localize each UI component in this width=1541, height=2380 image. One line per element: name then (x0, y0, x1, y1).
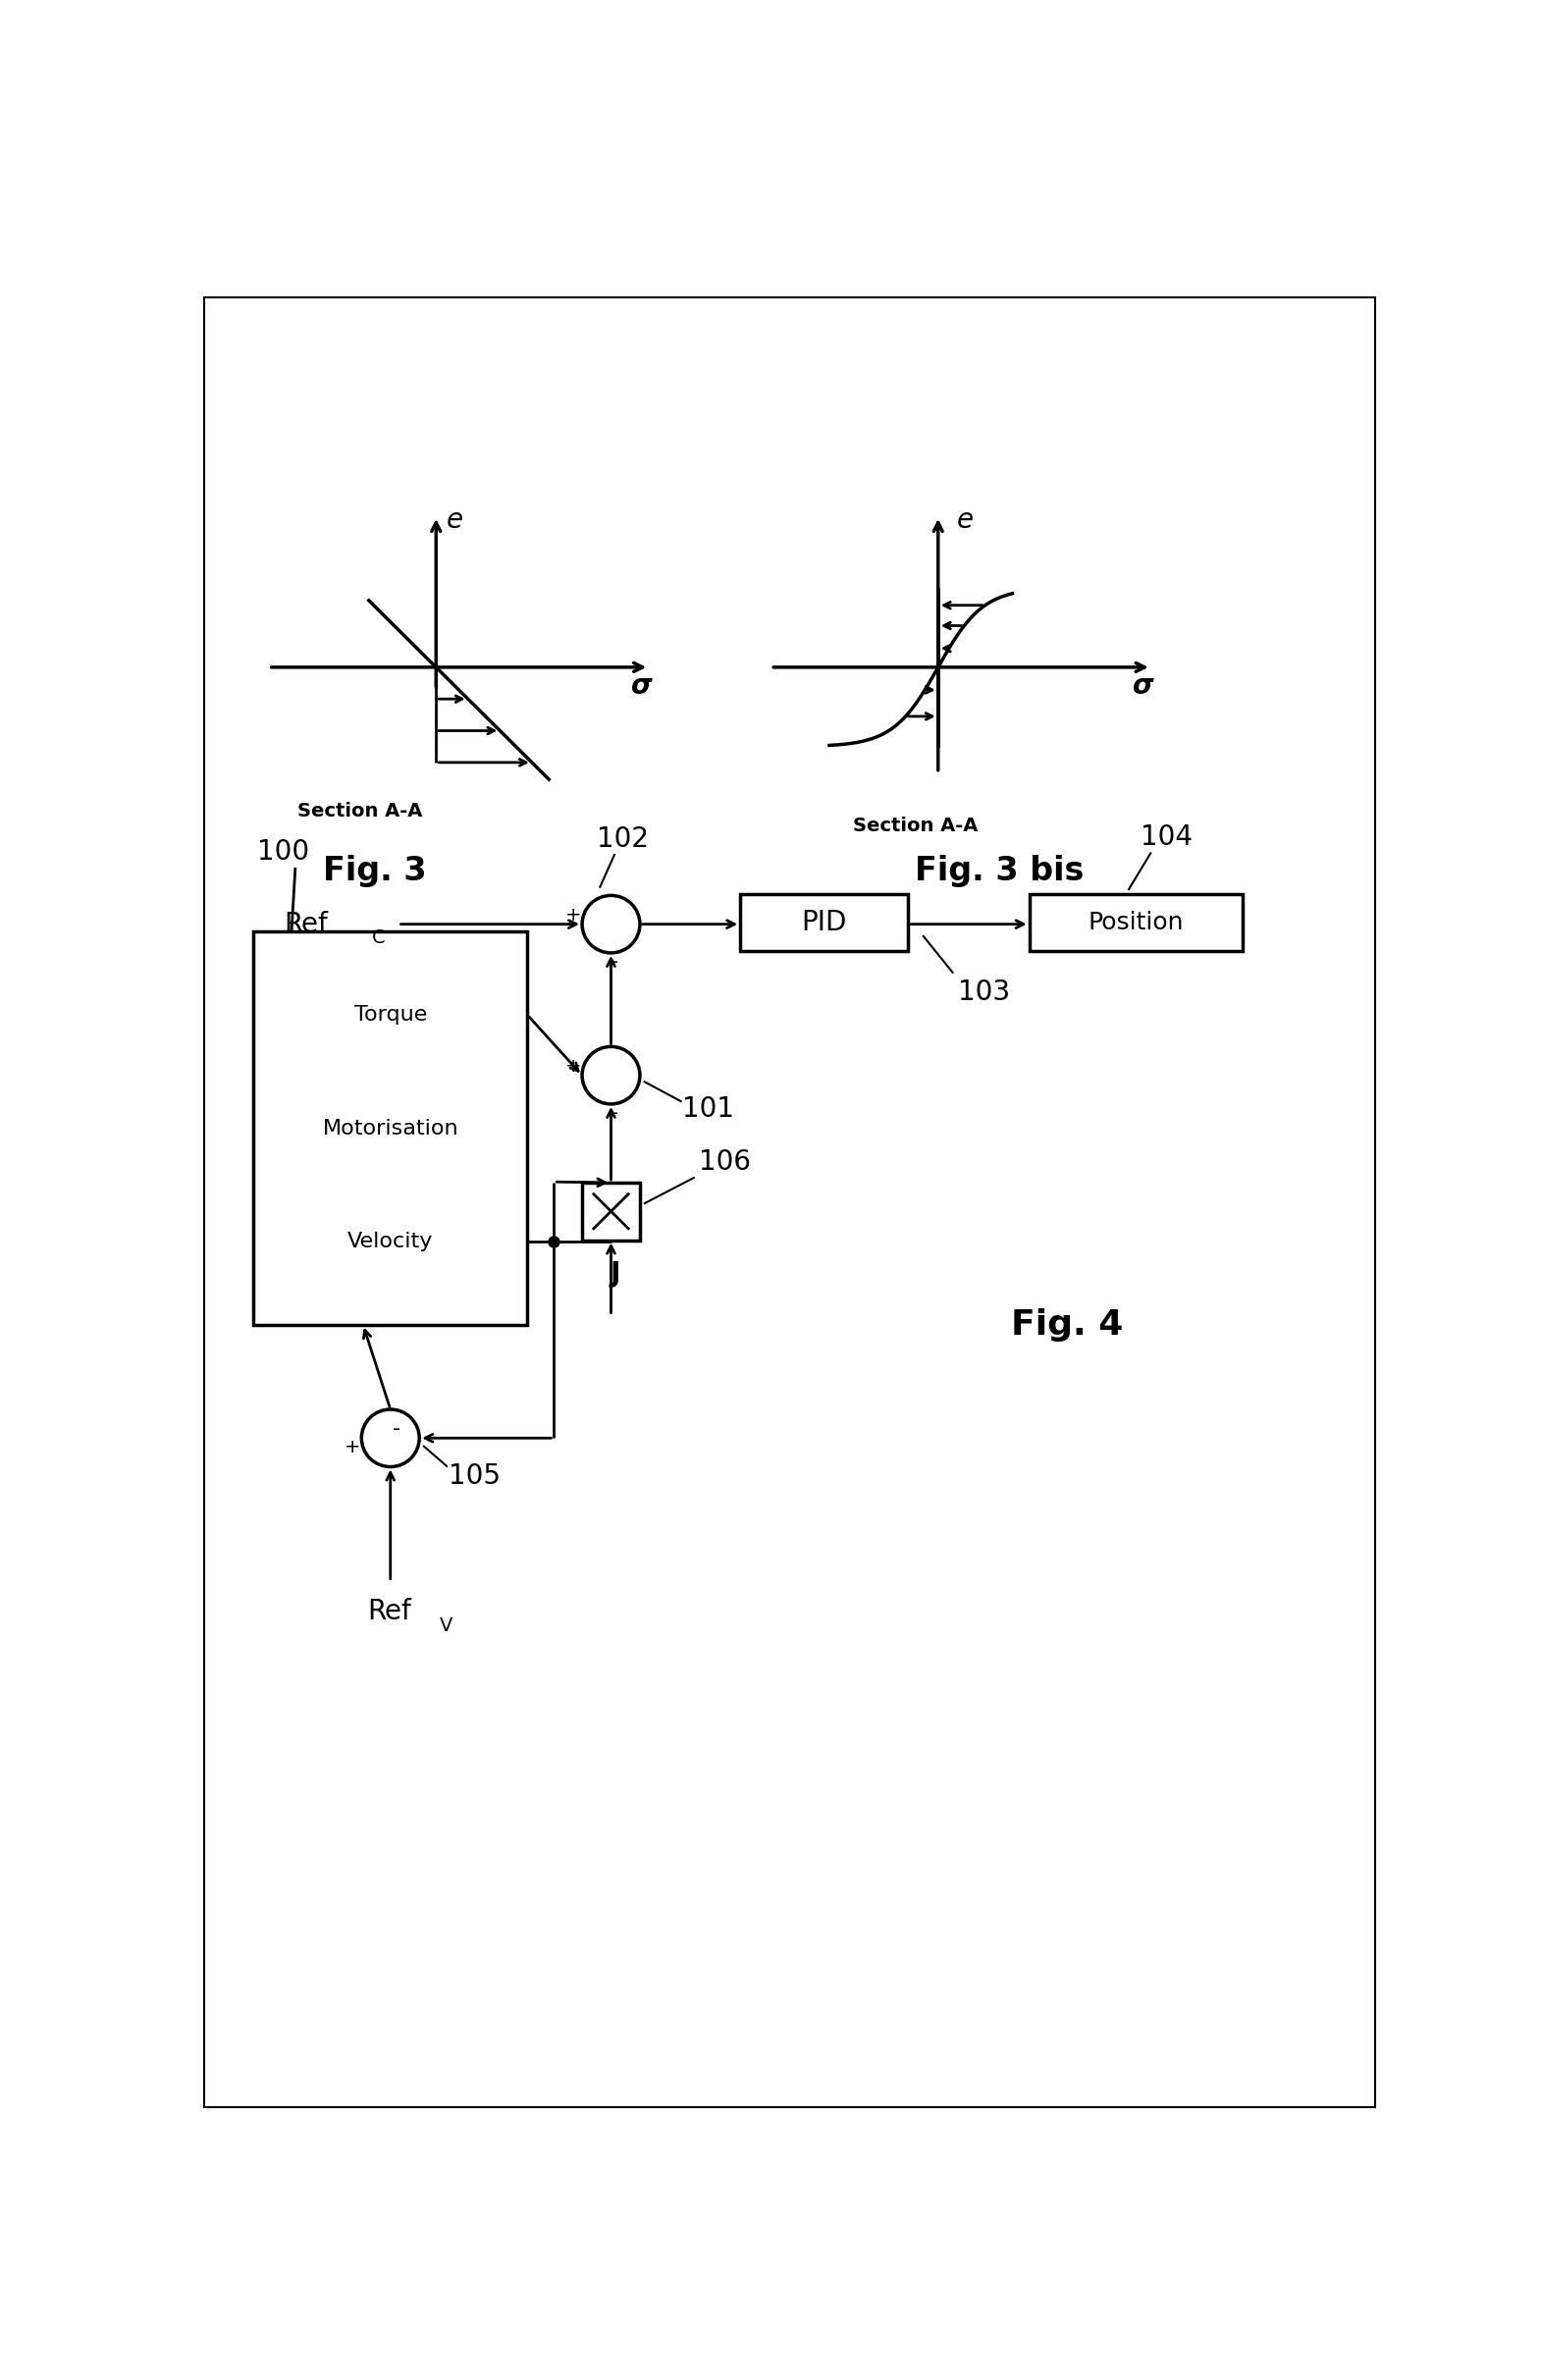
Text: Velocity: Velocity (348, 1233, 433, 1252)
Text: C: C (371, 928, 385, 947)
Text: e: e (957, 507, 972, 533)
Bar (1029, 895, 1242, 950)
Text: 105: 105 (448, 1461, 501, 1490)
Text: -: - (610, 1104, 619, 1123)
Text: -: - (393, 1418, 401, 1440)
Text: Fig. 3 bis: Fig. 3 bis (914, 854, 1083, 888)
Text: Fig. 4: Fig. 4 (1011, 1309, 1123, 1342)
Bar (253, 931, 527, 1326)
Text: +: + (566, 1057, 581, 1076)
Text: σ: σ (630, 674, 652, 700)
Text: 106: 106 (700, 1150, 750, 1176)
Text: J: J (610, 1261, 619, 1288)
Text: +: + (566, 907, 581, 923)
Text: Motorisation: Motorisation (322, 1119, 458, 1138)
Text: Section A-A: Section A-A (852, 816, 979, 835)
Text: σ: σ (1133, 674, 1154, 700)
Text: V: V (439, 1616, 453, 1635)
Text: Torque: Torque (354, 1004, 427, 1026)
Bar (582, 1183, 640, 1240)
Text: PID: PID (801, 909, 846, 935)
Text: Fig. 3: Fig. 3 (324, 854, 427, 888)
Bar (740, 895, 908, 950)
Text: 102: 102 (596, 826, 649, 852)
Text: Ref: Ref (368, 1597, 411, 1626)
Text: Ref: Ref (284, 912, 328, 938)
Text: 104: 104 (1140, 823, 1193, 852)
Text: Section A-A: Section A-A (297, 802, 422, 821)
Text: Position: Position (1088, 912, 1183, 933)
Text: e: e (447, 507, 464, 533)
Text: 101: 101 (683, 1095, 735, 1123)
Text: 103: 103 (957, 978, 1009, 1007)
Text: 100: 100 (257, 838, 310, 866)
Text: -: - (610, 952, 619, 971)
Text: +: + (344, 1438, 361, 1457)
